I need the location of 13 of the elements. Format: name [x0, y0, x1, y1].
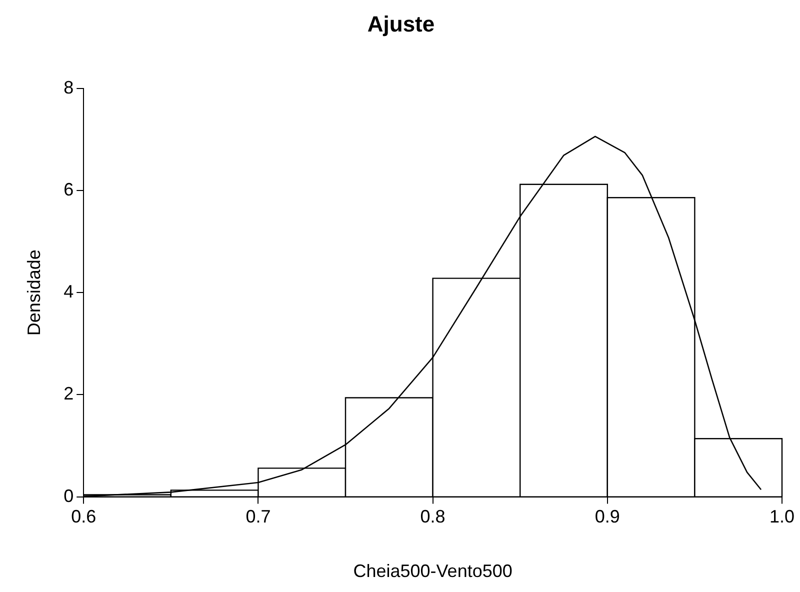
y-tick-label: 8 — [64, 77, 74, 98]
x-axis-title: Cheia500-Vento500 — [353, 561, 512, 582]
x-tick-label: 0.6 — [71, 506, 96, 527]
y-axis-title: Densidade — [24, 250, 44, 336]
x-tick-label: 0.7 — [246, 506, 271, 527]
y-tick-label: 0 — [64, 486, 74, 506]
x-tick-label: 0.8 — [420, 506, 446, 527]
chart-title: Ajuste — [367, 11, 435, 36]
x-tick-label: 1.0 — [769, 506, 795, 527]
x-tick-label: 0.9 — [594, 506, 620, 527]
y-tick-label: 6 — [64, 179, 74, 200]
y-tick-label: 2 — [64, 384, 74, 404]
y-tick-label: 4 — [64, 282, 74, 302]
